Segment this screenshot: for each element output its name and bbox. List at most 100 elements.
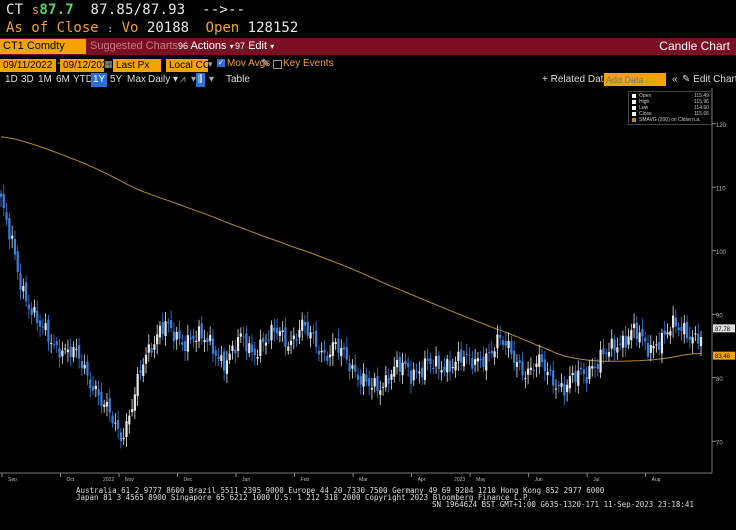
actions-menu[interactable]: 96 Actions ▾ bbox=[178, 38, 234, 55]
candle-body bbox=[11, 235, 14, 239]
candle-body bbox=[493, 351, 496, 358]
add-data-input[interactable] bbox=[604, 73, 666, 86]
period-1y[interactable]: 1Y bbox=[91, 73, 108, 87]
candle-body bbox=[147, 344, 150, 353]
period-5y[interactable]: 5Y bbox=[110, 74, 123, 85]
candle-body bbox=[197, 326, 201, 342]
quote-line: CT s87.7 87.85/87.93 -->-- bbox=[6, 2, 245, 18]
candle-body bbox=[317, 350, 321, 355]
line-chart-icon[interactable]: ⩘ bbox=[180, 74, 186, 85]
edit-menu[interactable]: 97 Edit ▾ bbox=[235, 38, 274, 55]
footer-line-3: SN 1964624 BST GMT+1:00 G635-1320-171 11… bbox=[432, 500, 694, 509]
related-data-label: + Related Data bbox=[542, 74, 609, 85]
suggested-charts-button[interactable]: Suggested Charts bbox=[90, 38, 178, 55]
candle-body bbox=[130, 409, 134, 413]
chevron-down-icon[interactable]: ▾ bbox=[209, 74, 215, 85]
period-1d[interactable]: 1D bbox=[5, 74, 18, 85]
legend-open: Open 115.49 bbox=[632, 93, 709, 99]
candle-body bbox=[401, 362, 404, 376]
candle-body bbox=[142, 364, 145, 377]
x-axis: Sep Oct Nov Dec Jan Feb Mar Apr May Jun Jul Aug 2022… bbox=[0, 472, 712, 483]
end-date-field[interactable]: 09/12/2023 bbox=[60, 59, 104, 72]
candle-chart-icon[interactable]: ⫼ bbox=[196, 73, 205, 87]
key-events-label[interactable]: Key Events bbox=[283, 58, 334, 69]
candle-body bbox=[412, 369, 415, 381]
price-flag: s bbox=[31, 3, 40, 17]
table-button[interactable]: Table bbox=[226, 74, 250, 85]
y-tick-label: 90 bbox=[716, 313, 723, 319]
suggested-charts-label: Suggested Charts bbox=[90, 40, 179, 52]
candle-body bbox=[181, 342, 184, 345]
calendar-icon[interactable]: ▦ bbox=[104, 59, 113, 69]
candle-body bbox=[323, 349, 326, 353]
x-tick-label: Sep bbox=[8, 477, 17, 483]
period-1m[interactable]: 1M bbox=[38, 74, 52, 85]
pencil-icon[interactable]: ✎ bbox=[261, 58, 270, 69]
quote-line-2: As of Close : Vo 20188 Open 128152 bbox=[6, 20, 298, 36]
change-value: -->-- bbox=[202, 2, 246, 18]
candle-body bbox=[342, 347, 346, 350]
candle-body bbox=[75, 348, 78, 350]
candle-body bbox=[264, 342, 268, 346]
period-3d[interactable]: 3D bbox=[21, 74, 34, 85]
candle-body bbox=[418, 371, 421, 374]
candle-body bbox=[429, 358, 432, 365]
candle-body bbox=[379, 390, 382, 395]
period-ytd[interactable]: YTD bbox=[73, 74, 93, 85]
candle-body bbox=[281, 330, 284, 332]
candle-body bbox=[13, 239, 17, 255]
candle-body bbox=[574, 371, 577, 383]
candle-body bbox=[80, 360, 83, 369]
frequency-select[interactable]: Daily ▾ bbox=[146, 73, 180, 87]
security-field[interactable]: CT1 Comdty bbox=[0, 39, 86, 54]
period-max[interactable]: Max bbox=[127, 74, 146, 85]
legend-high-value: 115.96 bbox=[694, 99, 709, 105]
actions-label: Actions bbox=[190, 40, 227, 52]
candle-body bbox=[83, 364, 86, 369]
candle-body bbox=[638, 332, 641, 343]
period-6m[interactable]: 6M bbox=[56, 74, 70, 85]
candle-body bbox=[61, 350, 64, 357]
candle-body bbox=[515, 362, 519, 367]
sma-line bbox=[0, 136, 702, 362]
candle-body bbox=[2, 193, 5, 209]
collapse-icon[interactable]: « bbox=[672, 74, 678, 85]
start-date-field[interactable]: 09/11/2022 bbox=[0, 59, 56, 72]
chevron-down-icon[interactable]: ▾ bbox=[208, 59, 213, 69]
mov-avgs-label[interactable]: Mov Avgs bbox=[227, 58, 271, 69]
x-tick-label: Dec bbox=[184, 477, 193, 483]
ticker: CT bbox=[6, 2, 24, 18]
candle-body bbox=[119, 432, 123, 442]
candle-body bbox=[496, 334, 499, 349]
candle-body bbox=[426, 358, 429, 362]
candle-body bbox=[560, 383, 563, 387]
candle-body bbox=[362, 373, 365, 387]
edit-chart-button[interactable]: ✎ Edit Chart bbox=[680, 73, 736, 87]
candle-body bbox=[284, 327, 287, 348]
candle-body bbox=[125, 421, 128, 438]
currency-select[interactable]: Local CCY bbox=[166, 59, 208, 72]
candle-body bbox=[27, 304, 30, 310]
edit-number: 97 bbox=[235, 41, 246, 51]
key-events-checkbox[interactable] bbox=[273, 60, 282, 69]
candle-body bbox=[228, 353, 231, 361]
candle-body bbox=[239, 333, 242, 337]
price-chart[interactable]: 70 80 90 100 110 120 Sep Oct Nov Dec Jan Feb Mar Apr… bbox=[0, 88, 736, 486]
legend-high-label: High bbox=[639, 99, 650, 105]
candle-body bbox=[36, 310, 39, 324]
candle-body bbox=[158, 325, 162, 338]
candle-body bbox=[504, 341, 507, 346]
candle-body bbox=[326, 355, 329, 361]
candle-body bbox=[52, 344, 56, 346]
chevron-down-icon[interactable]: ▾ bbox=[191, 74, 197, 85]
volume-value: 20188 bbox=[146, 20, 190, 36]
footer-line-1: Australia 61 2 9777 8600 Brazil 5511 239… bbox=[76, 486, 605, 495]
candle-body bbox=[273, 327, 276, 332]
candle-body bbox=[139, 370, 142, 373]
mov-avgs-checkbox[interactable]: ✓ bbox=[217, 58, 225, 67]
price-field-select[interactable]: Last Px bbox=[113, 59, 161, 72]
candle-body bbox=[292, 335, 295, 340]
candle-body bbox=[649, 345, 652, 353]
candle-body bbox=[287, 346, 290, 351]
candle-body bbox=[354, 364, 357, 372]
